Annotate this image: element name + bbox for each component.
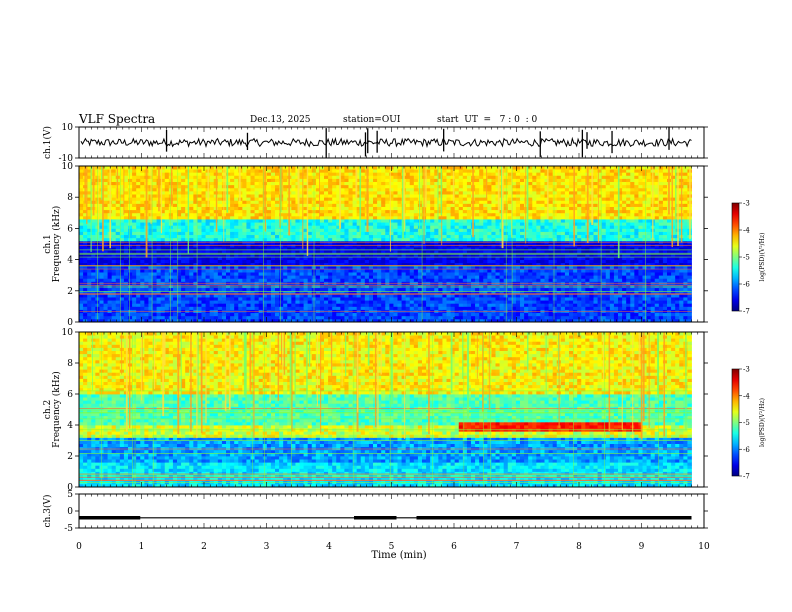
y-tick-label: 10	[62, 123, 74, 133]
date-label: Dec.13, 2025	[250, 115, 311, 125]
colorbar-tick-label: -7	[743, 308, 750, 316]
x-tick-label: 6	[451, 542, 457, 552]
y-axis-label: Frequency (kHz)	[51, 371, 62, 448]
x-axis-label: Time (min)	[371, 550, 426, 561]
x-tick-label: 4	[326, 542, 332, 552]
y-tick-label: 2	[67, 452, 73, 462]
chart-title: VLF Spectra	[79, 112, 156, 126]
y-tick-label: 8	[67, 359, 73, 369]
y-tick-label: 2	[67, 287, 73, 297]
y-axis-label: ch.1	[43, 234, 53, 253]
x-tick-label: 0	[76, 542, 82, 552]
y-axis-label: ch.1(V)	[42, 126, 53, 159]
y-tick-label: -5	[64, 524, 73, 534]
colorbar-label: log(PSD)(V²/Hz)	[759, 233, 766, 282]
y-tick-label: 5	[67, 490, 73, 500]
y-tick-label: 6	[67, 224, 73, 234]
colorbar-label: log(PSD)(V²/Hz)	[759, 398, 766, 447]
y-tick-label: 10	[62, 162, 74, 172]
y-tick-label: 4	[67, 421, 73, 431]
x-tick-label: 7	[514, 542, 520, 552]
colorbar-tick-label: -5	[743, 419, 750, 427]
y-tick-label: 6	[67, 390, 73, 400]
ch1-waveform-trace	[80, 127, 692, 158]
x-tick-label: 9	[639, 542, 645, 552]
panel-frame	[78, 493, 705, 529]
spectrogram-2	[79, 332, 704, 487]
y-tick-label: -10	[59, 154, 74, 164]
spectrogram-1	[79, 166, 704, 322]
colorbar-tick-label: -7	[743, 473, 750, 481]
colorbar-tick-label: -6	[743, 281, 750, 289]
colorbar-tick-label: -6	[743, 446, 750, 454]
colorbar-tick-label: -3	[743, 366, 750, 374]
start-ut-label: start UT = 7 : 0 : 0	[437, 115, 538, 125]
x-tick-label: 8	[576, 542, 582, 552]
colorbar-tick-label: -3	[743, 200, 750, 208]
station-label: station=OUI	[343, 115, 401, 125]
y-axis-label: ch.3(V)	[42, 495, 53, 528]
x-tick-label: 3	[264, 542, 270, 552]
y-tick-label: 10	[62, 328, 74, 338]
x-tick-label: 5	[389, 542, 395, 552]
colorbar-ch1	[731, 202, 740, 312]
y-tick-label: 8	[67, 193, 73, 203]
x-tick-label: 10	[698, 542, 710, 552]
y-tick-label: 0	[67, 507, 73, 517]
colorbar-ch2	[731, 368, 740, 477]
x-tick-label: 2	[201, 542, 207, 552]
y-tick-label: 4	[67, 256, 73, 266]
y-axis-label: Frequency (kHz)	[51, 206, 62, 283]
colorbar-tick-label: -5	[743, 254, 750, 262]
x-tick-label: 1	[139, 542, 145, 552]
y-tick-label: 0	[67, 318, 73, 328]
y-axis-label: ch.2	[43, 400, 53, 419]
colorbar-tick-label: -4	[743, 392, 750, 400]
y-tick-label: 0	[67, 483, 73, 493]
colorbar-tick-label: -4	[743, 227, 750, 235]
